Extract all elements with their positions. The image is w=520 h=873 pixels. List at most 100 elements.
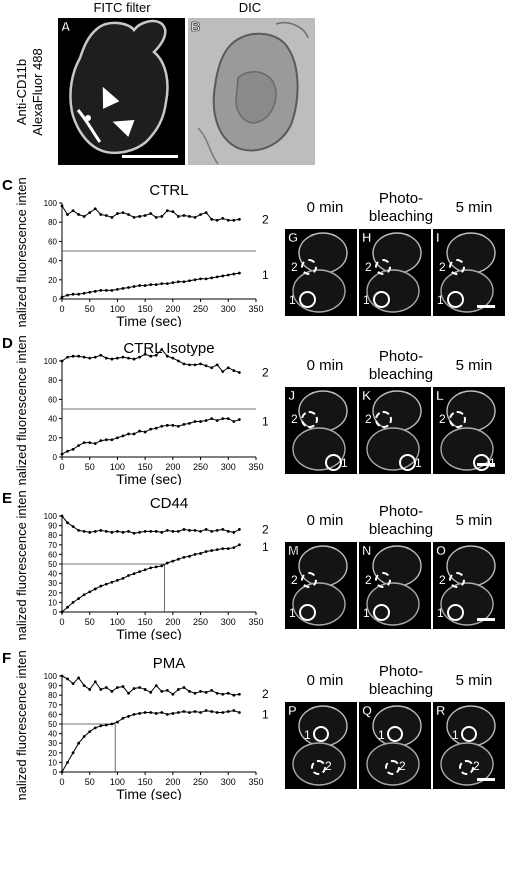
data-point [171, 712, 175, 715]
x-tick-label: 350 [248, 304, 263, 314]
x-tick-label: 250 [193, 617, 208, 627]
x-tick-label: 100 [110, 462, 125, 472]
header-photobleaching-line2: bleaching [368, 366, 434, 383]
data-point [149, 690, 153, 694]
x-axis-label: Time (sec) [116, 626, 182, 640]
y-tick-label: 60 [48, 395, 57, 404]
data-point [104, 582, 108, 586]
data-point [154, 353, 158, 357]
data-point [154, 529, 158, 533]
data-point [182, 710, 186, 713]
roi-circle-1 [373, 291, 390, 308]
y-tick-label: 0 [53, 768, 58, 777]
data-point [149, 711, 153, 714]
data-point [121, 577, 125, 580]
x-tick-label: 50 [85, 617, 95, 627]
data-point [215, 275, 219, 279]
data-point [188, 363, 191, 367]
data-point [66, 521, 69, 525]
data-point [188, 422, 191, 425]
x-tick-label: 150 [138, 462, 153, 472]
data-point [104, 214, 108, 217]
header-photobleaching: Photo-bleaching [363, 663, 439, 699]
header-0min: 0 min [306, 672, 344, 689]
data-point [104, 686, 108, 689]
header-0min: 0 min [306, 512, 344, 529]
data-point [121, 716, 125, 720]
data-point [160, 424, 164, 428]
data-point [204, 211, 208, 214]
data-point [226, 273, 230, 277]
y-tick-label: 60 [48, 237, 57, 246]
fitc-header: FITC filter [93, 0, 151, 15]
y-tick-label: 60 [48, 710, 57, 719]
data-point [71, 601, 75, 604]
data-point [188, 529, 191, 532]
data-point [110, 580, 114, 584]
data-point [71, 209, 75, 213]
data-point [232, 218, 236, 222]
data-point [66, 761, 69, 764]
data-point [71, 525, 75, 528]
x-tick-label: 100 [110, 777, 125, 787]
y-tick-label: 0 [53, 453, 58, 462]
data-point [193, 216, 197, 219]
data-point [82, 215, 86, 218]
panel-letter: G [288, 230, 299, 246]
data-point [188, 554, 191, 558]
roi-label-1: 1 [378, 728, 385, 742]
data-point [88, 730, 92, 734]
data-point [215, 419, 219, 422]
data-point [182, 528, 186, 531]
roi-circle-2 [449, 572, 465, 588]
header-5min: 5 min [455, 199, 493, 216]
data-point [182, 555, 186, 559]
data-point [110, 722, 114, 726]
data-point [99, 439, 103, 443]
data-point [138, 570, 142, 574]
data-point [82, 355, 86, 359]
x-tick-label: 250 [193, 777, 208, 787]
roi-circle-2 [301, 411, 318, 428]
data-point [154, 684, 158, 687]
data-point [204, 709, 208, 712]
roi-label-2: 2 [439, 573, 446, 587]
scale-bar [477, 778, 495, 781]
y-tick-label: 40 [48, 257, 57, 266]
data-point [88, 211, 92, 214]
scale-bar [477, 618, 495, 621]
x-tick-label: 350 [248, 462, 263, 472]
data-point [99, 724, 103, 728]
microscopy-image: O 1 2 [433, 542, 505, 629]
data-point [116, 686, 119, 689]
data-point [121, 355, 125, 359]
data-point [165, 282, 169, 286]
data-point [138, 530, 142, 534]
data-point [127, 213, 130, 216]
roi-label-2: 2 [439, 412, 446, 426]
data-point [93, 355, 97, 359]
data-point [110, 438, 114, 442]
x-tick-label: 200 [165, 462, 180, 472]
data-point [204, 528, 208, 531]
roi-label-1: 1 [452, 728, 459, 742]
data-point [71, 751, 75, 755]
data-point [215, 529, 219, 532]
data-point [182, 214, 186, 217]
x-tick-label: 350 [248, 777, 263, 787]
data-point [77, 444, 81, 447]
data-point [177, 529, 180, 533]
roi-label-1: 1 [363, 293, 370, 307]
data-point [221, 417, 225, 420]
header-photobleaching-line1: Photo- [378, 348, 424, 365]
header-5min: 5 min [455, 672, 493, 689]
data-point [132, 285, 136, 288]
data-point [171, 423, 175, 427]
data-point [77, 213, 81, 216]
data-point [82, 684, 86, 687]
roi-circle-1 [299, 604, 316, 621]
microscopy-image: G 1 2 [285, 229, 357, 316]
y-tick-label: 30 [48, 579, 57, 588]
microscopy-image: I 1 2 [433, 229, 505, 316]
header-photobleaching-line2: bleaching [368, 681, 434, 698]
